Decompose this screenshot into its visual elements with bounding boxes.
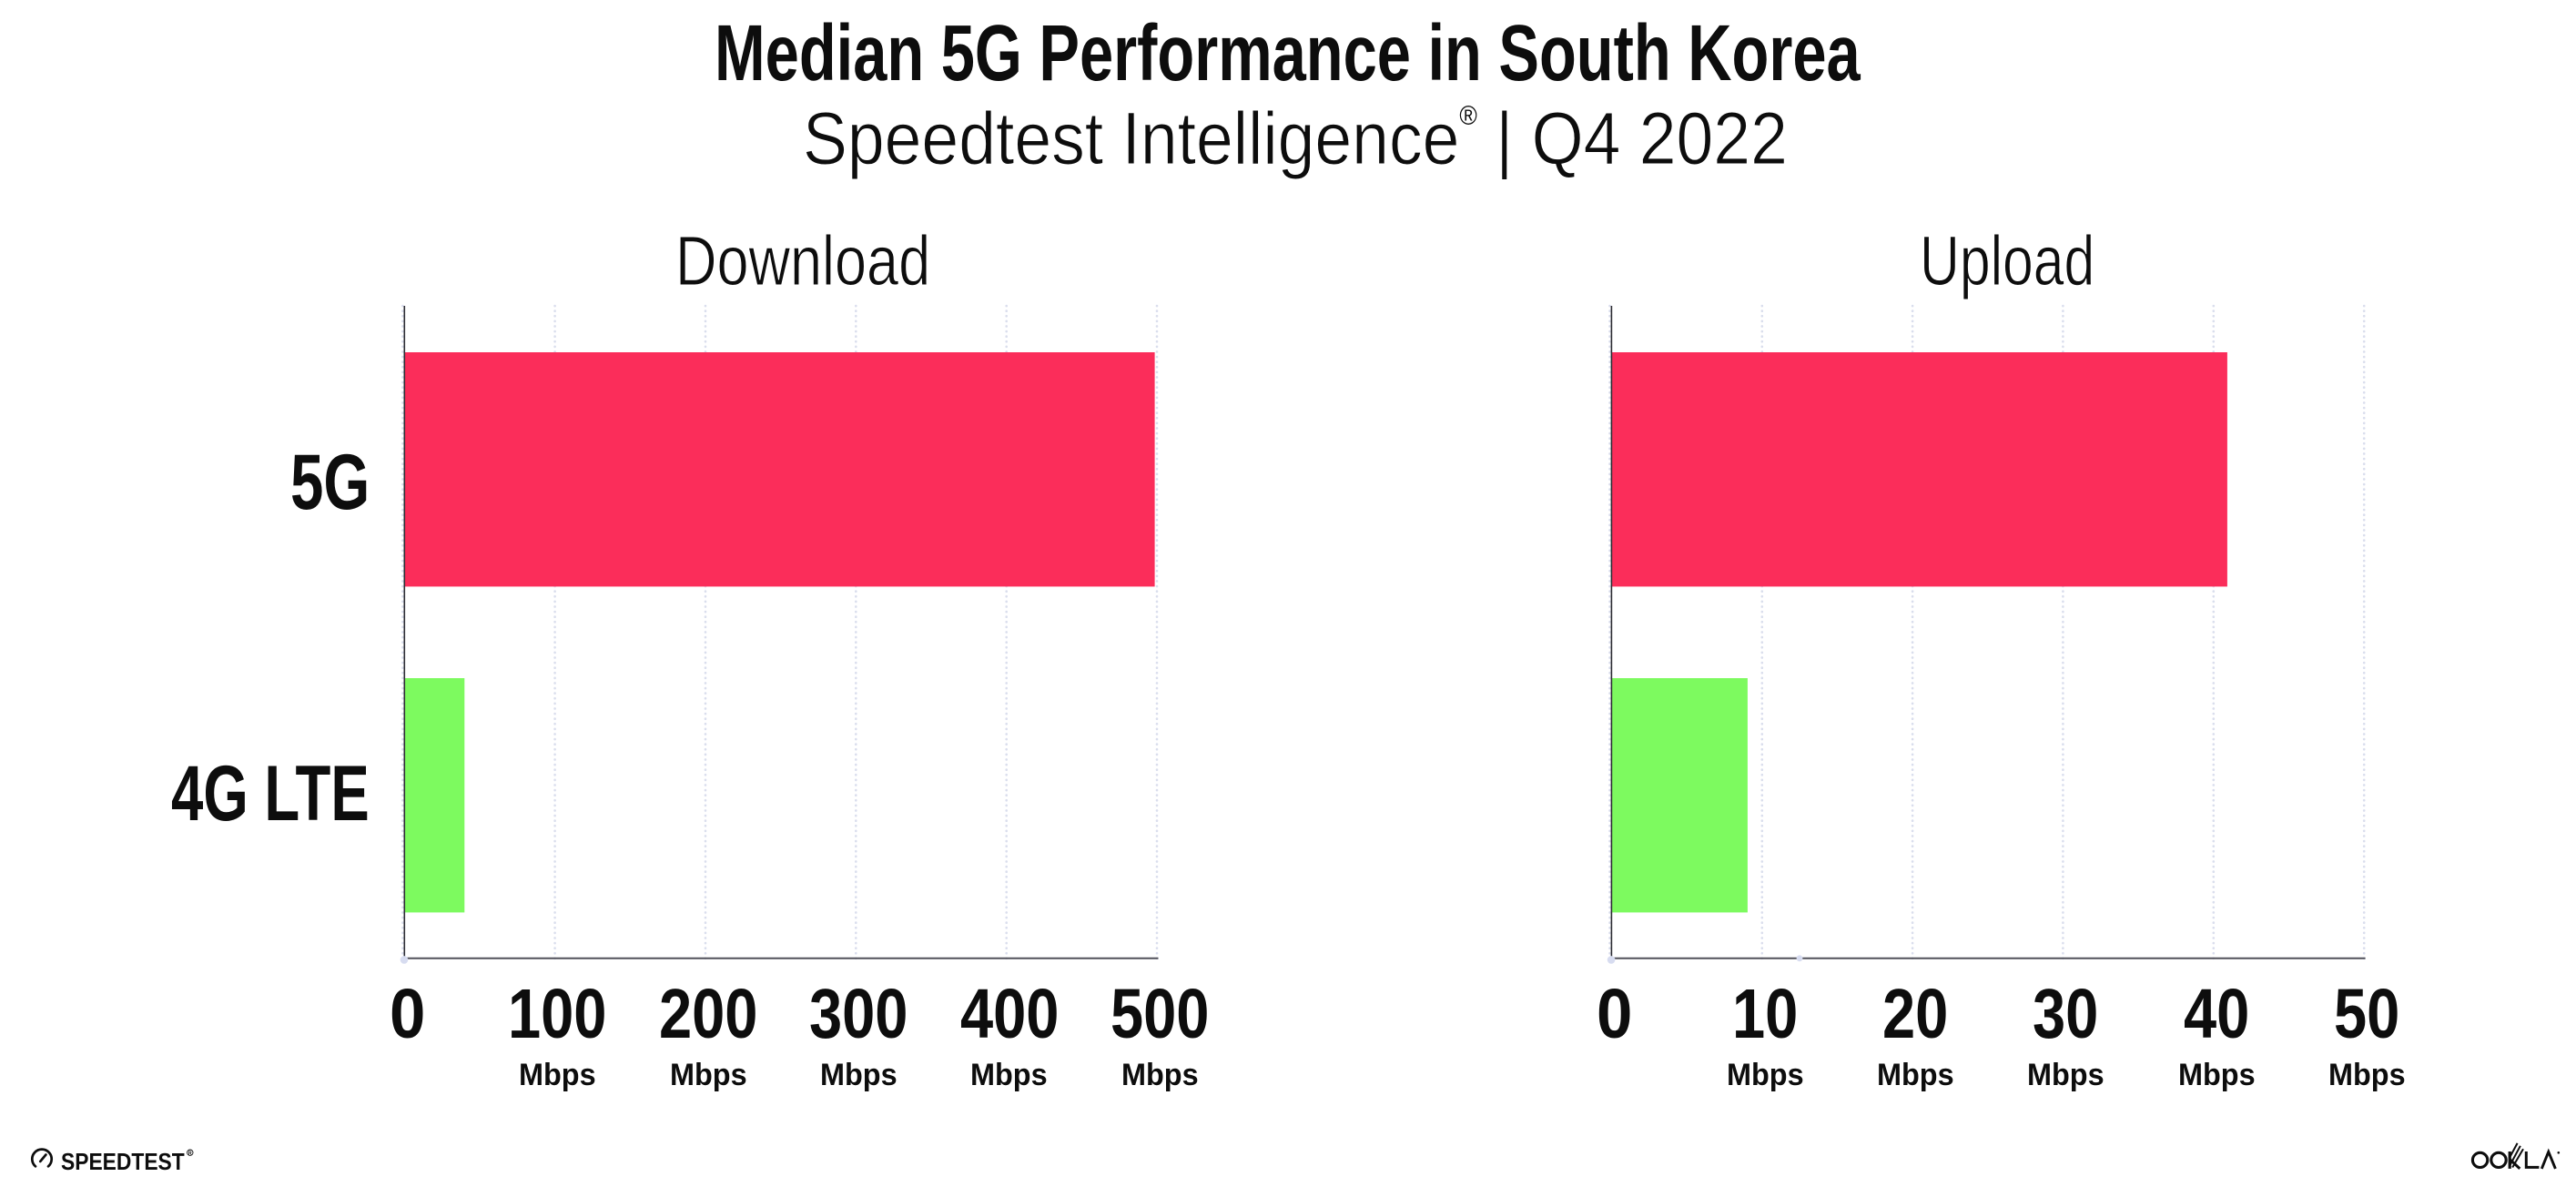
svg-text:R: R <box>188 1151 192 1156</box>
